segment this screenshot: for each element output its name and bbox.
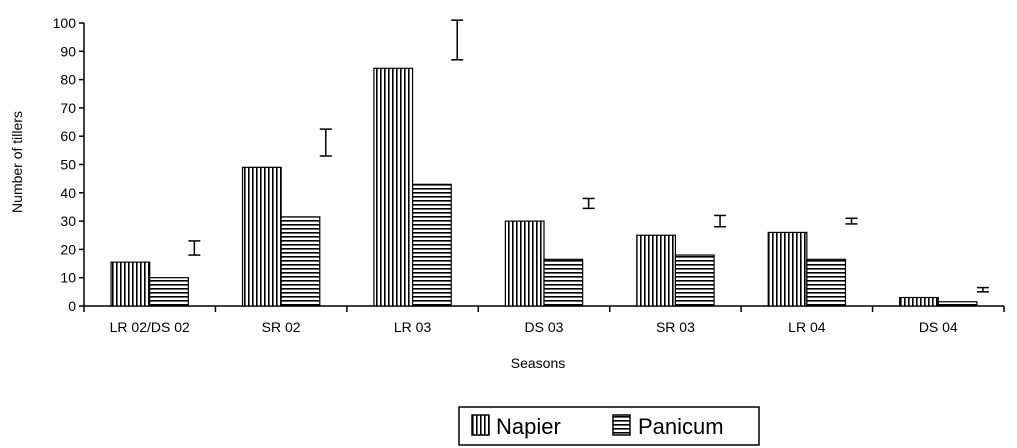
x-tick-label: DS 04 xyxy=(919,319,958,335)
bar-napier xyxy=(504,220,545,307)
error-bars-group xyxy=(188,19,989,293)
legend-label-panicum: Panicum xyxy=(638,414,724,439)
y-axis: 0 10 20 30 40 50 60 70 80 90 100 xyxy=(53,15,84,314)
x-tick-label: LR 03 xyxy=(394,319,432,335)
bar-napier xyxy=(110,261,151,307)
bar-panicum xyxy=(543,258,584,307)
legend: Napier Panicum xyxy=(458,406,760,446)
bar-panicum xyxy=(280,216,321,307)
legend-swatch-napier xyxy=(471,414,490,436)
y-tick-label: 30 xyxy=(60,213,76,229)
y-tick-label: 90 xyxy=(60,43,76,59)
y-axis-title: Number of tillers xyxy=(9,111,25,213)
y-tick-label: 40 xyxy=(60,185,76,201)
y-tick-label: 0 xyxy=(68,298,76,314)
x-tick-label: SR 03 xyxy=(656,319,695,335)
legend-box xyxy=(458,406,760,446)
x-tick-label: DS 03 xyxy=(525,319,564,335)
bar-napier xyxy=(767,231,808,307)
y-tick-label: 80 xyxy=(60,72,76,88)
legend-label-napier: Napier xyxy=(496,414,561,439)
bar-napier xyxy=(373,67,414,307)
x-tick-label: LR 02/DS 02 xyxy=(110,319,190,335)
bars-group xyxy=(110,67,978,307)
bar-panicum xyxy=(937,301,978,307)
y-tick-label: 20 xyxy=(60,241,76,257)
x-tick-label: LR 04 xyxy=(788,319,826,335)
bar-panicum xyxy=(411,183,452,307)
y-tick-label: 60 xyxy=(60,128,76,144)
bar-napier xyxy=(899,296,939,307)
y-tick-label: 10 xyxy=(60,270,76,286)
bar-panicum xyxy=(674,254,715,307)
x-tick-label: SR 02 xyxy=(262,319,301,335)
y-tick-label: 50 xyxy=(60,157,76,173)
legend-swatch-panicum xyxy=(612,414,631,436)
y-tick-label: 70 xyxy=(60,100,76,116)
x-axis-title: Seasons xyxy=(511,355,565,371)
bar-napier xyxy=(636,234,677,307)
x-axis: LR 02/DS 02 SR 02 LR 03 DS 03 SR 03 LR 04 DS 0… xyxy=(83,306,1005,335)
bar-panicum xyxy=(806,258,847,307)
y-tick-label: 100 xyxy=(53,15,77,31)
bar-napier xyxy=(241,166,282,307)
bar-panicum xyxy=(149,277,189,307)
